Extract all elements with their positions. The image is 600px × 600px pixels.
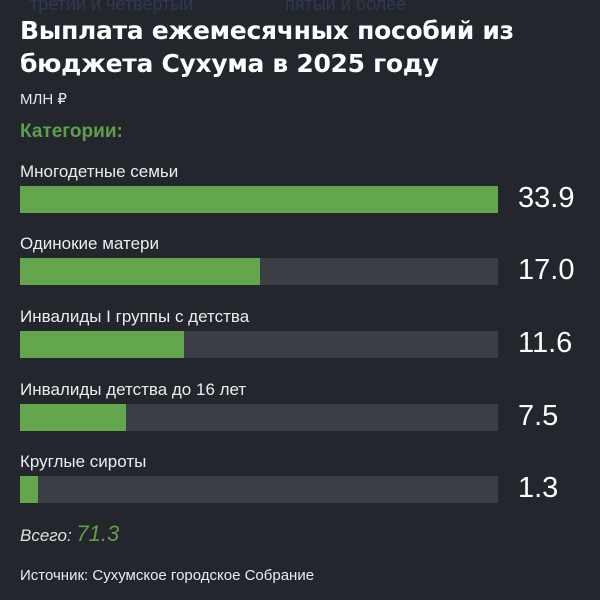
source-note: Источник: Сухумское городское Собрание	[20, 567, 315, 584]
total: Всего: 71.3	[20, 521, 119, 547]
bar-label: Инвалиды I группы с детства	[20, 307, 250, 326]
bar-label: Многодетные семьи	[20, 162, 179, 181]
total-value: 71.3	[76, 521, 120, 546]
bar-fill	[20, 476, 39, 503]
bar-track	[20, 331, 498, 358]
bar-fill	[20, 331, 184, 358]
bar-label: Одинокие матери	[20, 234, 159, 253]
bar-label: Круглые сироты	[20, 452, 147, 471]
bar-fill	[20, 258, 260, 285]
bar-value: 33.9	[518, 182, 575, 214]
bar-track	[20, 476, 498, 503]
bar-fill	[20, 404, 126, 431]
bar-value: 11.6	[518, 327, 573, 359]
bar-fill	[20, 186, 498, 213]
chart-title: Выплата ежемесячных пособий из бюджета С…	[20, 16, 514, 78]
bar-value: 1.3	[518, 472, 559, 504]
categories-heading: Категории:	[20, 121, 123, 142]
background-ghost-text: третий и четвертый	[30, 0, 194, 14]
bar-value: 17.0	[518, 254, 575, 286]
background-ghost-text: пятый и более	[285, 0, 407, 14]
unit-label: МЛН ₽	[20, 91, 67, 108]
bar-track	[20, 186, 498, 213]
bar-track	[20, 404, 498, 431]
bar-track	[20, 258, 498, 285]
total-label: Всего:	[20, 526, 72, 545]
bar-value: 7.5	[518, 400, 559, 432]
bar-label: Инвалиды детства до 16 лет	[20, 380, 247, 399]
